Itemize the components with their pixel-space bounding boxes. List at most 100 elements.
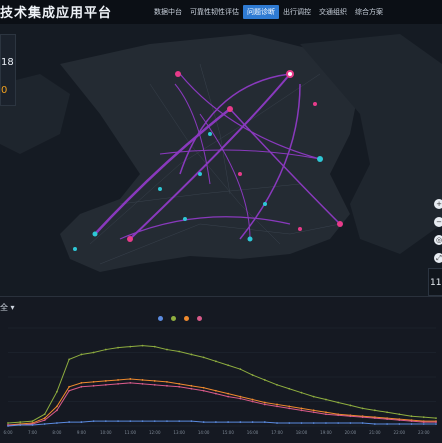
- series-2-point[interactable]: [92, 381, 95, 383]
- series-4-point[interactable]: [92, 420, 95, 422]
- series-4-point[interactable]: [361, 422, 364, 424]
- series-1-point[interactable]: [202, 356, 205, 359]
- series-4-point[interactable]: [300, 422, 303, 424]
- series-1-point[interactable]: [227, 364, 230, 367]
- series-2-point[interactable]: [141, 379, 144, 381]
- legend-item-3[interactable]: [184, 316, 189, 321]
- series-1-point[interactable]: [129, 345, 132, 348]
- series-4-point[interactable]: [68, 421, 71, 423]
- series-4-point[interactable]: [410, 423, 413, 425]
- series-3-point[interactable]: [276, 405, 278, 408]
- series-3-point[interactable]: [43, 419, 46, 422]
- series-3-point[interactable]: [361, 416, 364, 419]
- series-1-point[interactable]: [386, 411, 388, 414]
- series-4-point[interactable]: [251, 421, 254, 423]
- series-1-point[interactable]: [361, 407, 364, 410]
- series-2-point[interactable]: [251, 398, 254, 401]
- series-2-point[interactable]: [276, 403, 278, 406]
- series-2-point[interactable]: [153, 380, 156, 382]
- series-2-point[interactable]: [239, 395, 242, 398]
- series-4-point[interactable]: [56, 422, 58, 424]
- series-2-point[interactable]: [288, 405, 291, 408]
- series-3-point[interactable]: [386, 418, 388, 421]
- series-1-point[interactable]: [239, 368, 242, 371]
- series-2-point[interactable]: [202, 386, 205, 389]
- series-4-point[interactable]: [337, 422, 340, 424]
- series-4-point[interactable]: [31, 424, 34, 426]
- legend-item-4[interactable]: [197, 316, 202, 321]
- series-4-point[interactable]: [373, 423, 376, 425]
- series-1-point[interactable]: [288, 387, 291, 390]
- series-2-point[interactable]: [56, 405, 58, 408]
- series-4-point[interactable]: [117, 420, 119, 422]
- series-4-point[interactable]: [190, 420, 193, 422]
- series-3-point[interactable]: [68, 389, 71, 392]
- series-1-point[interactable]: [325, 398, 327, 401]
- series-3-point[interactable]: [349, 415, 352, 418]
- series-1-point[interactable]: [56, 390, 58, 393]
- series-4-point[interactable]: [43, 423, 46, 425]
- series-1-point[interactable]: [422, 416, 425, 419]
- series-1-point[interactable]: [117, 346, 119, 349]
- series-3-point[interactable]: [56, 409, 58, 412]
- series-4-point[interactable]: [104, 420, 107, 422]
- series-3-point[interactable]: [117, 382, 119, 385]
- series-1-point[interactable]: [80, 353, 83, 356]
- series-3-point[interactable]: [337, 414, 340, 417]
- series-1-point[interactable]: [251, 374, 254, 376]
- series-3-point[interactable]: [166, 384, 168, 387]
- nav-reliability[interactable]: 可靠性韧性评估: [190, 9, 239, 16]
- series-1-point[interactable]: [398, 413, 401, 416]
- series-1-point[interactable]: [300, 391, 303, 394]
- series-line-4[interactable]: [7, 420, 436, 427]
- series-3-point[interactable]: [398, 419, 401, 422]
- series-2-point[interactable]: [68, 385, 71, 388]
- series-1-point[interactable]: [104, 348, 107, 351]
- series-3-point[interactable]: [288, 407, 291, 410]
- series-4-point[interactable]: [202, 421, 205, 423]
- series-2-point[interactable]: [263, 401, 266, 404]
- series-1-point[interactable]: [166, 348, 168, 351]
- legend-item-2[interactable]: [171, 316, 176, 321]
- series-4-point[interactable]: [398, 423, 401, 425]
- series-2-point[interactable]: [214, 389, 217, 392]
- series-4-point[interactable]: [349, 422, 352, 424]
- series-2-point[interactable]: [129, 378, 132, 380]
- series-4-point[interactable]: [386, 423, 388, 425]
- fullscreen-button[interactable]: ⤢: [434, 253, 442, 263]
- series-3-point[interactable]: [373, 417, 376, 420]
- nav-plan[interactable]: 综合方案: [355, 9, 383, 16]
- series-3-point[interactable]: [129, 381, 132, 384]
- series-1-point[interactable]: [92, 351, 95, 354]
- series-1-point[interactable]: [276, 383, 278, 386]
- series-3-point[interactable]: [325, 413, 327, 416]
- series-4-point[interactable]: [325, 422, 327, 424]
- series-1-point[interactable]: [373, 409, 376, 412]
- series-3-point[interactable]: [202, 389, 205, 392]
- series-1-point[interactable]: [263, 379, 266, 381]
- nav-data-center[interactable]: 数据中台: [154, 9, 182, 16]
- series-4-point[interactable]: [227, 421, 230, 423]
- series-4-point[interactable]: [435, 423, 437, 425]
- series-3-point[interactable]: [300, 409, 303, 412]
- series-4-point[interactable]: [276, 422, 278, 424]
- nav-travel-control[interactable]: 出行调控: [283, 9, 311, 16]
- series-line-1[interactable]: [7, 345, 437, 424]
- series-3-point[interactable]: [153, 383, 156, 386]
- series-1-point[interactable]: [141, 344, 144, 347]
- series-3-point[interactable]: [263, 403, 266, 406]
- series-4-point[interactable]: [288, 422, 291, 424]
- series-4-point[interactable]: [80, 421, 83, 423]
- series-3-point[interactable]: [239, 397, 242, 400]
- series-1-point[interactable]: [19, 421, 22, 423]
- series-3-point[interactable]: [141, 382, 144, 385]
- series-3-point[interactable]: [178, 385, 181, 388]
- nav-diagnosis[interactable]: 问题诊断: [243, 5, 279, 19]
- series-1-point[interactable]: [337, 401, 340, 404]
- series-2-point[interactable]: [104, 380, 107, 382]
- series-4-point[interactable]: [129, 420, 132, 422]
- series-2-point[interactable]: [117, 379, 119, 381]
- series-1-point[interactable]: [214, 360, 217, 363]
- series-line-3[interactable]: [8, 382, 436, 426]
- series-1-point[interactable]: [7, 422, 9, 424]
